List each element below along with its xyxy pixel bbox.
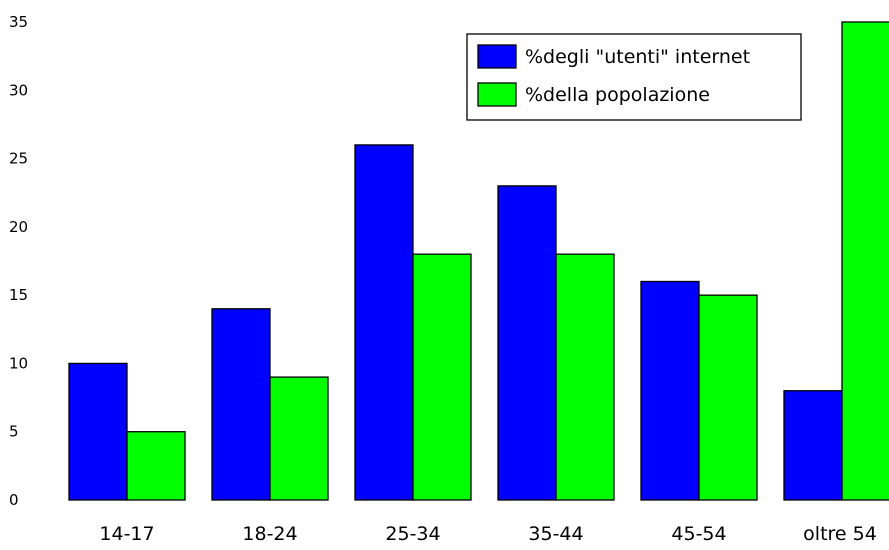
bars bbox=[68, 21, 889, 501]
y-tick-label: 25 bbox=[9, 150, 28, 168]
bar-internet-users-oltre-54 bbox=[783, 390, 843, 501]
y-tick-label: 0 bbox=[9, 491, 19, 509]
bar-internet-users-14-17 bbox=[68, 362, 128, 501]
bar-population-14-17 bbox=[126, 431, 186, 501]
y-tick-label: 20 bbox=[9, 218, 28, 236]
y-tick-label: 30 bbox=[9, 81, 28, 99]
bar-internet-users-18-24 bbox=[211, 308, 271, 501]
bar-population-45-54 bbox=[698, 294, 758, 501]
x-axis-categories: 14-17 18-24 25-34 35-44 45-54 oltre 54 bbox=[99, 523, 876, 545]
x-category-label: oltre 54 bbox=[803, 523, 877, 545]
y-tick-label: 15 bbox=[9, 286, 28, 304]
bar-population-18-24 bbox=[269, 376, 329, 501]
x-category-label: 35-44 bbox=[528, 523, 583, 545]
y-tick-label: 5 bbox=[9, 423, 19, 441]
y-tick-label: 35 bbox=[9, 13, 28, 31]
x-category-label: 14-17 bbox=[99, 523, 154, 545]
bar-population-oltre-54 bbox=[841, 21, 889, 501]
legend-swatch-internet-users bbox=[477, 44, 517, 69]
legend-box bbox=[466, 33, 802, 121]
bar-population-25-34 bbox=[412, 253, 472, 501]
bar-internet-users-25-34 bbox=[354, 144, 414, 501]
y-axis-ticks: 0 5 10 15 20 25 30 35 bbox=[9, 13, 28, 509]
x-category-label: 45-54 bbox=[671, 523, 726, 545]
x-category-label: 25-34 bbox=[385, 523, 440, 545]
bar-internet-users-35-44 bbox=[497, 185, 557, 501]
y-tick-label: 10 bbox=[9, 354, 28, 372]
legend: %degli "utenti" internet %della popolazi… bbox=[466, 33, 802, 121]
legend-swatch-population bbox=[477, 82, 517, 107]
legend-label-internet-users: %degli "utenti" internet bbox=[525, 46, 750, 68]
legend-label-population: %della popolazione bbox=[525, 84, 710, 106]
bar-population-35-44 bbox=[555, 253, 615, 501]
bar-internet-users-45-54 bbox=[640, 280, 700, 501]
x-category-label: 18-24 bbox=[242, 523, 297, 545]
